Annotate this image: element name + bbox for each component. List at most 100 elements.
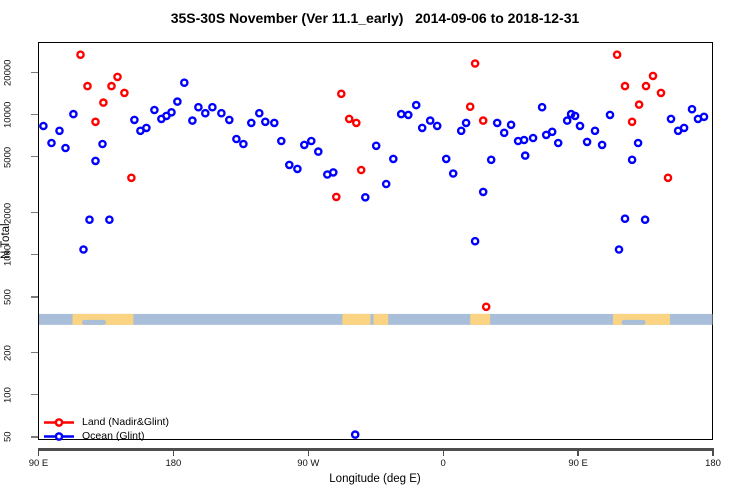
- ocean-legend-marker: [44, 431, 74, 441]
- map-band-land: [373, 313, 389, 325]
- data-point-land: [627, 117, 637, 127]
- data-point-ocean: [666, 114, 676, 124]
- data-point-ocean: [254, 108, 264, 118]
- y-tick: [31, 114, 38, 116]
- data-point-ocean: [570, 111, 580, 121]
- y-tick-label: 20000: [2, 59, 14, 86]
- data-point-ocean: [486, 155, 496, 165]
- data-point-ocean: [620, 214, 630, 223]
- data-point-ocean: [269, 118, 279, 128]
- chart-title: 35S-30S November (Ver 11.1_early) 2014-0…: [170, 10, 580, 26]
- x-tick-label: 90 E: [28, 458, 49, 469]
- data-point-ocean: [98, 139, 107, 149]
- x-tick: [307, 450, 309, 456]
- data-point-ocean: [547, 127, 557, 137]
- data-point-ocean: [224, 115, 234, 125]
- data-point-ocean: [188, 116, 197, 125]
- data-point-ocean: [284, 160, 294, 170]
- data-point-land: [620, 81, 630, 91]
- data-point-ocean: [179, 78, 189, 87]
- data-point-ocean: [461, 118, 471, 128]
- data-point-ocean: [217, 108, 226, 118]
- data-point-ocean: [699, 112, 709, 122]
- x-tick: [577, 450, 579, 456]
- map-band-bight: [81, 319, 106, 325]
- data-point-ocean: [528, 133, 538, 143]
- data-point-ocean: [478, 187, 488, 197]
- x-axis-title: Longitude (deg E): [329, 473, 421, 485]
- data-point-ocean: [597, 140, 607, 150]
- x-tick-label: 90 E: [568, 458, 588, 469]
- data-point-land: [648, 71, 658, 81]
- data-point-ocean: [91, 156, 100, 166]
- data-point-ocean: [519, 135, 529, 145]
- x-tick-label: 90 W: [297, 458, 320, 469]
- data-point-ocean: [456, 126, 466, 136]
- data-point-ocean: [432, 121, 442, 131]
- data-point-ocean: [417, 123, 427, 133]
- data-point-land: [356, 165, 366, 175]
- data-point-land: [107, 81, 116, 91]
- data-point-ocean: [520, 151, 530, 160]
- data-point-land: [351, 118, 361, 128]
- data-point-ocean: [306, 136, 316, 146]
- data-point-ocean: [499, 128, 509, 138]
- data-point-land: [99, 98, 108, 107]
- data-point-ocean: [208, 102, 217, 112]
- data-point-land: [465, 102, 475, 111]
- data-point-ocean: [388, 154, 398, 164]
- data-point-ocean: [130, 115, 139, 125]
- data-point-ocean: [47, 138, 56, 148]
- data-point-ocean: [293, 164, 302, 174]
- x-tick-label: 0: [440, 458, 446, 469]
- data-point-ocean: [55, 126, 64, 136]
- data-point-land: [83, 81, 92, 91]
- data-point-ocean: [173, 97, 182, 106]
- data-point-ocean: [687, 104, 697, 114]
- data-point-ocean: [142, 123, 151, 133]
- data-point-ocean: [167, 108, 176, 117]
- data-point-ocean: [61, 143, 70, 153]
- data-point-land: [612, 50, 622, 60]
- data-point-ocean: [640, 215, 650, 224]
- data-point-ocean: [425, 116, 435, 125]
- data-point-land: [127, 173, 136, 183]
- data-point-land: [331, 192, 341, 202]
- data-point-ocean: [105, 215, 114, 224]
- data-point-ocean: [381, 179, 391, 189]
- y-tick: [31, 436, 38, 438]
- data-point-ocean: [562, 116, 572, 125]
- data-point-ocean: [553, 138, 563, 148]
- data-point-ocean: [239, 139, 248, 149]
- data-point-ocean: [246, 118, 256, 128]
- data-point-ocean: [605, 110, 615, 120]
- data-point-land: [113, 72, 122, 82]
- data-point-ocean: [506, 120, 516, 130]
- data-point-ocean: [69, 109, 78, 119]
- data-point-ocean: [276, 136, 286, 146]
- data-point-ocean: [150, 105, 159, 115]
- data-point-ocean: [627, 155, 637, 165]
- legend: Land (Nadir&Glint) Ocean (Glint): [42, 415, 169, 443]
- data-point-land: [120, 88, 129, 98]
- legend-label-land: Land (Nadir&Glint): [82, 416, 169, 428]
- data-point-ocean: [411, 100, 421, 110]
- data-point-ocean: [79, 245, 88, 254]
- data-point-ocean: [448, 169, 458, 178]
- data-point-ocean: [537, 102, 547, 112]
- y-tick: [31, 71, 38, 74]
- x-tick-label: 180: [705, 458, 721, 469]
- data-point-ocean: [260, 117, 270, 127]
- land-legend-marker: [44, 417, 74, 427]
- data-point-ocean: [328, 168, 338, 177]
- data-point-ocean: [403, 110, 413, 120]
- data-point-ocean: [614, 245, 624, 254]
- data-point-ocean: [313, 147, 323, 156]
- data-point-ocean: [575, 121, 585, 131]
- map-band-land: [342, 313, 371, 325]
- data-point-land: [634, 100, 644, 109]
- legend-item-land: Land (Nadir&Glint): [42, 415, 169, 429]
- data-point-ocean: [441, 154, 451, 164]
